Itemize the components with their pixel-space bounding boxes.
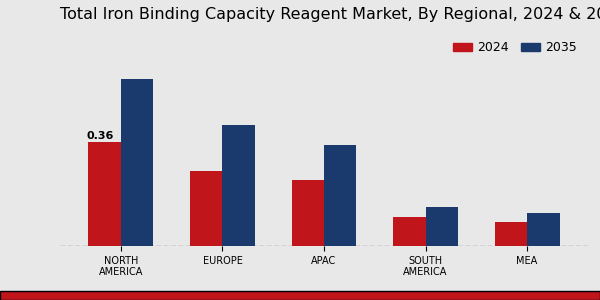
Text: Total Iron Binding Capacity Reagent Market, By Regional, 2024 & 2035: Total Iron Binding Capacity Reagent Mark… — [60, 7, 600, 22]
Bar — [425, 207, 458, 246]
Bar — [527, 213, 560, 246]
Legend: 2024, 2035: 2024, 2035 — [448, 36, 582, 59]
Bar — [393, 217, 425, 246]
Bar — [292, 180, 324, 246]
Bar — [494, 221, 527, 246]
Bar — [121, 79, 154, 246]
Text: 0.36: 0.36 — [86, 131, 114, 141]
Bar — [324, 145, 356, 246]
Bar — [190, 171, 223, 246]
Bar — [88, 142, 121, 246]
Bar — [223, 125, 255, 246]
